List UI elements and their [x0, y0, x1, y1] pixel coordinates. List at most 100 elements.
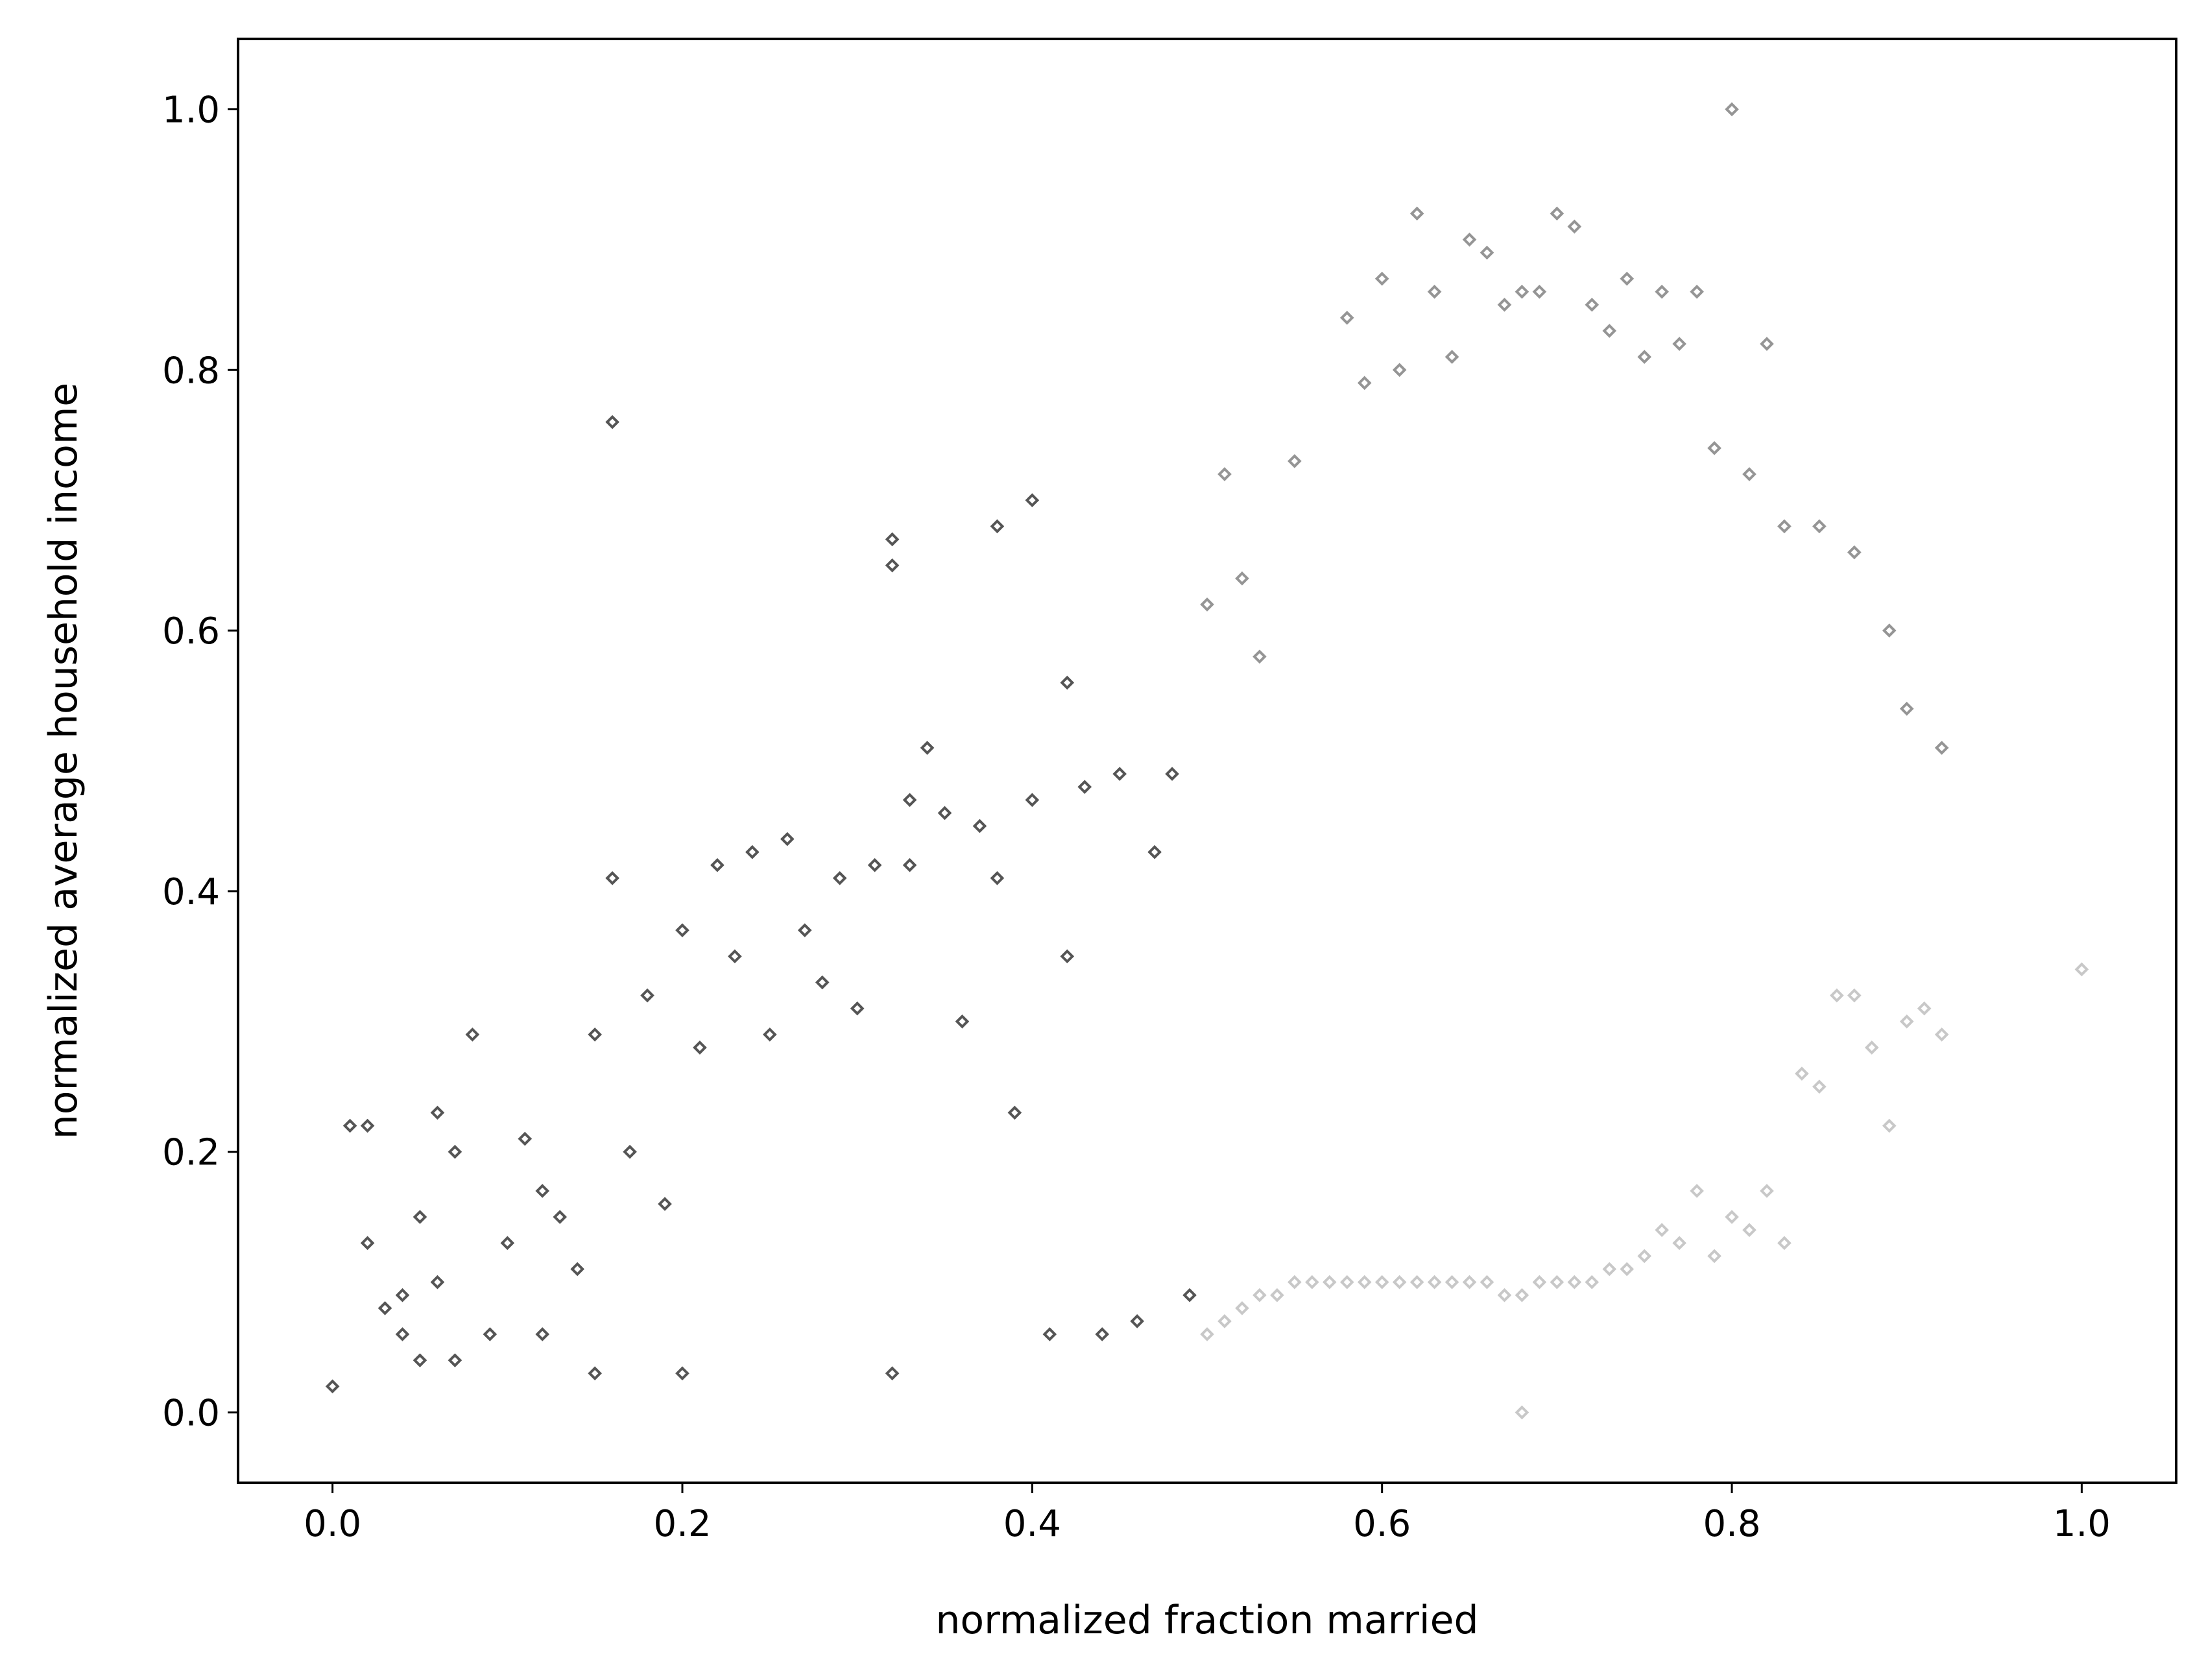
- data-point: [1445, 1275, 1459, 1290]
- data-point: [395, 1327, 410, 1341]
- data-point: [710, 858, 725, 872]
- data-point: [1462, 1275, 1477, 1290]
- data-point: [1637, 1249, 1652, 1264]
- data-point: [1392, 363, 1407, 378]
- y-tick-label: 0.6: [162, 610, 220, 653]
- data-point: [1007, 1105, 1022, 1120]
- y-axis-label: normalized average household income: [41, 383, 86, 1139]
- data-point: [1725, 102, 1739, 117]
- data-point: [1374, 1275, 1389, 1290]
- data-point: [535, 1184, 550, 1198]
- data-point: [518, 1131, 533, 1146]
- data-point: [1934, 741, 1949, 755]
- data-point: [588, 1027, 602, 1042]
- data-point: [1357, 1275, 1372, 1290]
- data-point: [1847, 988, 1862, 1003]
- data-point: [325, 1379, 340, 1394]
- data-point: [1480, 1275, 1494, 1290]
- data-point: [1864, 1040, 1879, 1055]
- data-point: [1917, 1001, 1932, 1016]
- data-point: [1899, 701, 1914, 716]
- data-point: [972, 819, 987, 834]
- data-point: [1585, 298, 1600, 312]
- data-point: [955, 1014, 970, 1029]
- data-point: [1585, 1275, 1600, 1290]
- data-point: [1602, 1262, 1617, 1277]
- data-point: [1270, 1288, 1284, 1302]
- data-point: [1235, 1301, 1249, 1315]
- data-point: [1042, 1327, 1057, 1341]
- plot-area: [237, 38, 2177, 1484]
- data-point: [1847, 545, 1862, 560]
- data-point: [1374, 271, 1389, 286]
- data-point: [920, 741, 935, 755]
- data-point: [1707, 441, 1721, 455]
- data-point: [1200, 597, 1214, 612]
- data-point: [1165, 767, 1179, 781]
- data-point: [1392, 1275, 1407, 1290]
- data-point: [395, 1288, 410, 1302]
- data-point: [1339, 1275, 1354, 1290]
- data-point: [1060, 949, 1075, 964]
- data-point: [1620, 271, 1635, 286]
- data-point: [553, 1210, 568, 1224]
- data-point: [342, 1118, 357, 1133]
- data-point: [2074, 962, 2089, 977]
- data-point: [535, 1327, 550, 1341]
- data-point: [1830, 988, 1844, 1003]
- x-tick-label: 0.8: [1703, 1503, 1760, 1545]
- data-point: [867, 858, 882, 872]
- data-point: [1934, 1027, 1949, 1042]
- data-point: [1515, 284, 1529, 299]
- data-point: [1550, 206, 1565, 221]
- data-point: [1253, 649, 1267, 664]
- data-point: [1217, 467, 1232, 481]
- data-point: [675, 1366, 689, 1381]
- data-point: [1480, 245, 1494, 260]
- data-point: [902, 858, 917, 872]
- data-point: [762, 1027, 777, 1042]
- data-point: [1899, 1014, 1914, 1029]
- data-point: [1795, 1066, 1809, 1081]
- data-point: [605, 414, 619, 429]
- y-tick-label: 1.0: [162, 89, 220, 131]
- data-point: [640, 988, 654, 1003]
- data-point: [1497, 1288, 1512, 1302]
- x-axis: 0.0 0.2 0.4 0.6 0.8 1.0: [304, 1483, 2111, 1545]
- data-point: [413, 1353, 427, 1367]
- data-point: [1025, 493, 1040, 508]
- data-point: [1427, 284, 1442, 299]
- data-point: [728, 949, 742, 964]
- data-point: [1690, 284, 1704, 299]
- data-point: [675, 923, 689, 937]
- data-point: [1672, 1236, 1686, 1251]
- data-point: [885, 532, 900, 547]
- data-point: [1025, 793, 1040, 808]
- data-point: [1637, 350, 1652, 365]
- y-tick-label: 0.2: [162, 1132, 220, 1174]
- data-point: [1812, 1079, 1827, 1094]
- data-point: [1707, 1249, 1721, 1264]
- data-point: [1130, 1314, 1144, 1328]
- data-point: [745, 845, 760, 859]
- data-point: [360, 1236, 375, 1251]
- data-point: [850, 1001, 865, 1016]
- data-point: [658, 1197, 672, 1211]
- data-point: [1532, 1275, 1547, 1290]
- data-point: [430, 1105, 445, 1120]
- data-point: [1077, 780, 1092, 795]
- data-point: [1602, 324, 1617, 338]
- data-point: [1235, 571, 1249, 586]
- data-point: [605, 870, 619, 885]
- data-point: [1882, 1118, 1897, 1133]
- data-point: [1672, 337, 1686, 351]
- data-point: [1742, 467, 1756, 481]
- data-point: [1427, 1275, 1442, 1290]
- data-point: [1690, 1184, 1704, 1198]
- x-tick-label: 0.0: [304, 1503, 361, 1545]
- data-point: [832, 870, 847, 885]
- data-point: [1725, 1210, 1739, 1224]
- data-point: [1742, 1223, 1756, 1238]
- data-point: [1095, 1327, 1110, 1341]
- data-point: [1304, 1275, 1319, 1290]
